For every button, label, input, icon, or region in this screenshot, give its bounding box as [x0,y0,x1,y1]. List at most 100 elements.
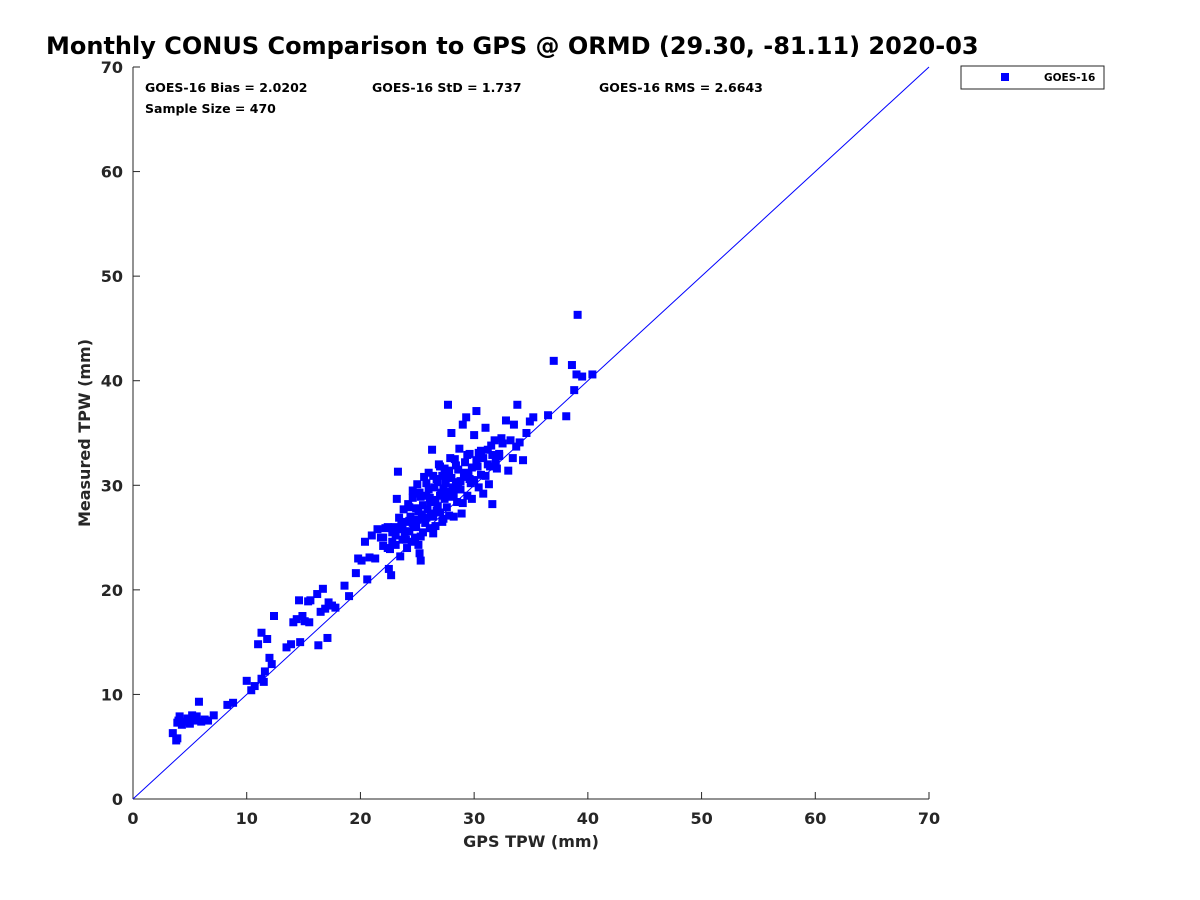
data-point [174,716,183,725]
data-point [438,517,447,526]
data-point [371,554,380,563]
data-point [506,436,515,445]
data-point [439,484,448,493]
legend-label-goes16: GOES-16 [1044,72,1095,84]
data-point [259,677,268,686]
y-ticks: 0 10 20 30 40 50 60 70 [101,58,140,809]
data-point [429,529,438,538]
data-point [229,698,238,707]
y-tick-label: 40 [101,372,123,391]
data-point [295,596,304,605]
data-point [450,455,459,464]
data-point [479,454,488,463]
data-point [313,590,322,599]
data-point [442,472,451,481]
data-point [486,462,495,471]
x-axis-label: GPS TPW (mm) [463,832,599,851]
data-point [588,370,597,379]
one-to-one-line [132,66,930,800]
data-point [365,553,374,562]
data-point [488,450,497,459]
data-point [416,492,425,501]
data-point [544,411,553,420]
data-point [188,711,197,720]
data-point [498,439,507,448]
data-point [436,491,445,500]
data-point [250,682,259,691]
data-point [470,431,479,440]
data-point [441,479,450,488]
data-point [425,493,434,502]
data-point [457,509,466,518]
data-point [223,700,232,709]
data-point [392,494,401,503]
data-point [424,468,433,477]
data-point [456,477,465,486]
data-point [401,535,410,544]
data-point [449,490,458,499]
data-point [414,507,423,516]
data-point [393,467,402,476]
data-point [474,483,483,492]
data-point [458,420,467,429]
data-point [306,596,315,605]
y-tick-label: 30 [101,476,123,495]
data-point [168,729,177,738]
chart-title: Monthly CONUS Comparison to GPS @ ORMD (… [46,32,979,60]
data-point [451,461,460,470]
data-point [247,686,256,695]
stat-bias: GOES-16 Bias = 2.0202 [145,80,307,95]
data-point [433,478,442,487]
data-point [440,464,449,473]
data-point [397,519,406,528]
stat-rms: GOES-16 RMS = 2.6643 [599,80,763,95]
data-point [454,465,463,474]
data-point [487,441,496,450]
data-point [421,518,430,527]
data-point [400,531,409,540]
y-tick-label: 20 [101,581,123,600]
data-point [340,581,349,590]
data-point [390,523,399,532]
data-point [515,438,524,447]
data-point [383,523,392,532]
data-point [209,711,218,720]
data-point [454,482,463,491]
data-point [387,571,396,580]
data-point [411,489,420,498]
data-point [572,370,581,379]
data-point [522,429,531,437]
data-point [508,454,517,463]
data-point [426,509,435,518]
data-point [406,512,415,521]
x-tick-label: 0 [127,809,138,828]
data-point [388,537,397,546]
y-tick-label: 50 [101,267,123,286]
data-point [415,549,424,558]
data-point [287,640,296,649]
y-tick-label: 0 [112,790,123,809]
data-point [431,495,440,504]
data-point [408,493,417,502]
data-point [420,472,429,481]
data-point [416,532,425,541]
data-point [173,734,182,743]
data-point [415,488,424,497]
data-point [433,502,442,511]
data-point [296,638,305,647]
data-point [484,480,493,489]
data-point [411,533,420,542]
data-point [461,468,470,477]
scatter-points [168,310,597,745]
data-point [403,544,412,553]
data-point [194,697,203,706]
data-point [318,584,327,593]
data-point [379,541,388,550]
data-point [472,456,481,465]
data-point [570,386,579,395]
data-point [242,676,251,685]
data-point [331,603,340,612]
data-point [453,498,462,507]
data-point [476,470,485,479]
data-point [455,444,464,453]
